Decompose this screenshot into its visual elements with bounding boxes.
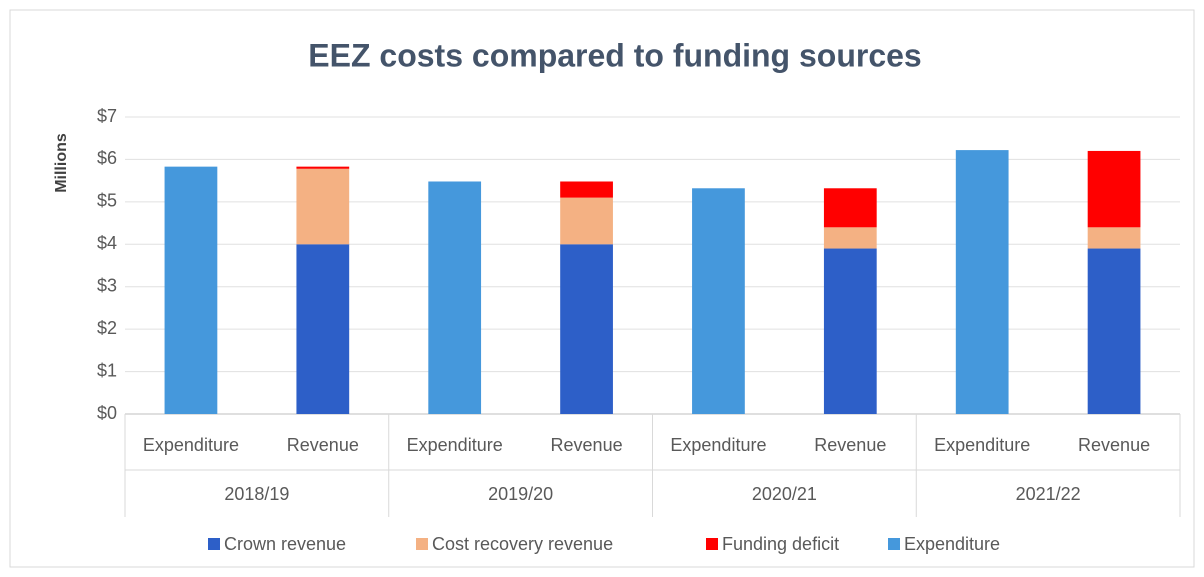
legend-swatch bbox=[888, 538, 900, 550]
bar-segment bbox=[1087, 150, 1141, 228]
group-label: 2018/19 bbox=[224, 484, 289, 504]
bar-segment bbox=[560, 181, 613, 198]
y-tick-label: $2 bbox=[97, 318, 117, 338]
group-label: 2021/22 bbox=[1016, 484, 1081, 504]
bar-segment bbox=[823, 188, 877, 228]
y-tick-label: $4 bbox=[97, 233, 117, 253]
group-label: 2019/20 bbox=[488, 484, 553, 504]
x-tick-label: Expenditure bbox=[934, 435, 1030, 455]
bar-segment bbox=[428, 181, 482, 414]
x-tick-label: Revenue bbox=[551, 435, 623, 455]
legend-label: Expenditure bbox=[904, 534, 1000, 554]
bar-segment bbox=[296, 168, 350, 245]
bar-segment bbox=[296, 166, 350, 169]
bar-segment bbox=[560, 197, 613, 245]
bar-segment bbox=[692, 188, 745, 414]
legend-swatch bbox=[416, 538, 428, 550]
y-tick-label: $6 bbox=[97, 148, 117, 168]
x-tick-label: Revenue bbox=[814, 435, 886, 455]
bar-segment bbox=[955, 150, 1009, 414]
y-tick-label: $7 bbox=[97, 106, 117, 126]
legend-label: Crown revenue bbox=[224, 534, 346, 554]
legend-label: Cost recovery revenue bbox=[432, 534, 613, 554]
bar-segment bbox=[560, 244, 613, 414]
x-tick-label: Expenditure bbox=[407, 435, 503, 455]
y-tick-label: $3 bbox=[97, 275, 117, 295]
bar-segment bbox=[1087, 227, 1141, 249]
legend-swatch bbox=[706, 538, 718, 550]
bar-segment bbox=[823, 227, 877, 249]
bar-segment bbox=[164, 166, 218, 414]
y-axis-title: Millions bbox=[53, 133, 70, 193]
x-tick-label: Revenue bbox=[287, 435, 359, 455]
y-tick-label: $5 bbox=[97, 191, 117, 211]
legend-label: Funding deficit bbox=[722, 534, 839, 554]
x-tick-label: Expenditure bbox=[143, 435, 239, 455]
bar-segment bbox=[823, 248, 877, 414]
legend-swatch bbox=[208, 538, 220, 550]
bar-segment bbox=[296, 244, 350, 414]
group-label: 2020/21 bbox=[752, 484, 817, 504]
y-tick-label: $0 bbox=[97, 403, 117, 423]
bar-segment bbox=[1087, 248, 1141, 414]
y-tick-label: $1 bbox=[97, 360, 117, 380]
chart-title: EEZ costs compared to funding sources bbox=[308, 37, 921, 73]
x-tick-label: Revenue bbox=[1078, 435, 1150, 455]
x-tick-label: Expenditure bbox=[670, 435, 766, 455]
